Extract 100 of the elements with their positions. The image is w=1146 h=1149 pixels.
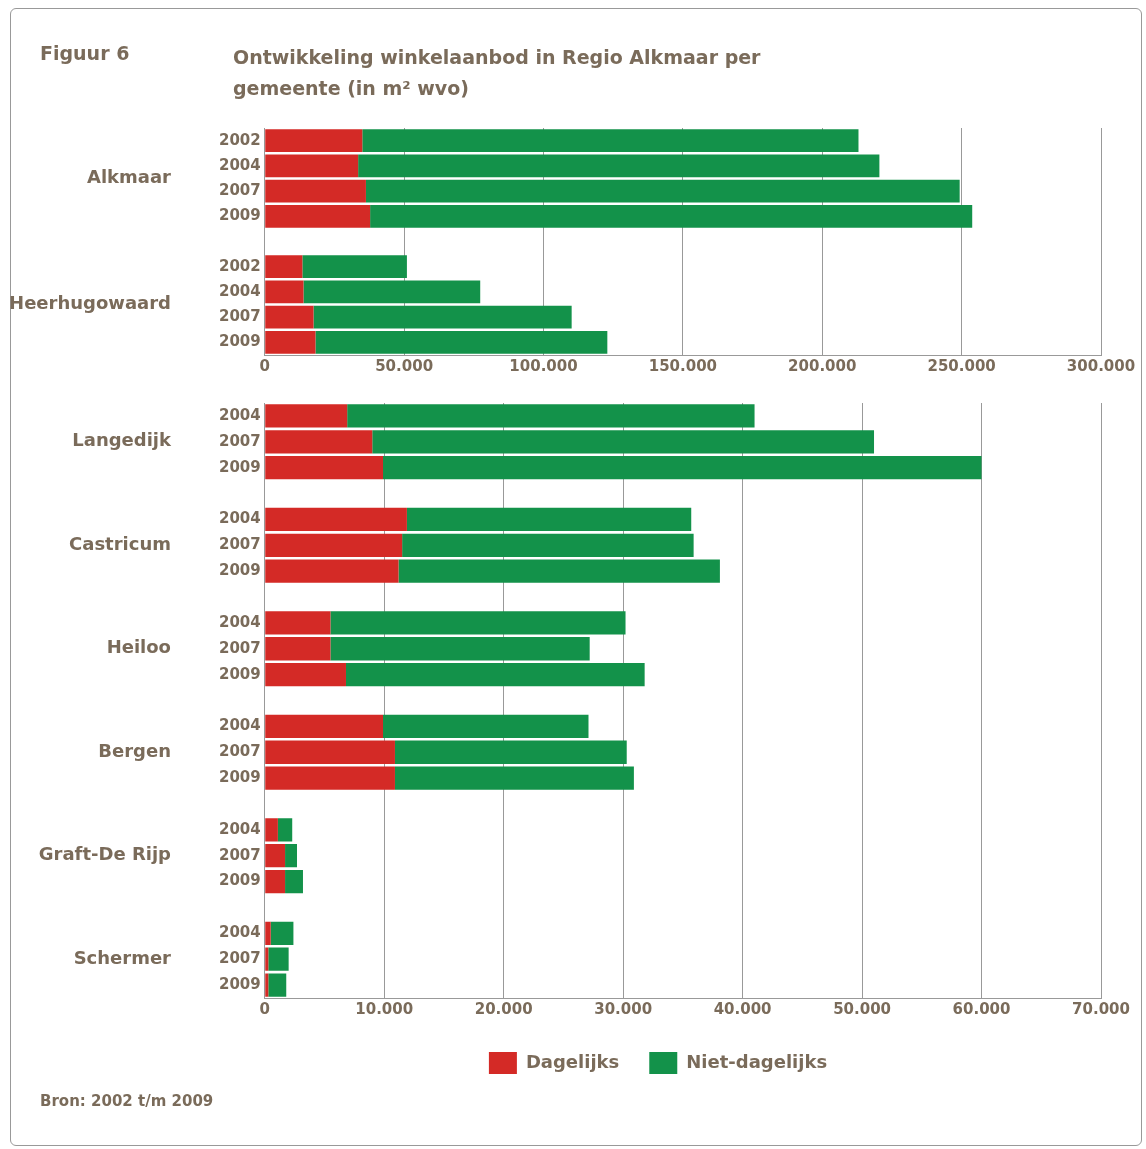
bar [265, 430, 373, 454]
y-tick-label: 2004 [219, 281, 261, 300]
x-tick-label: 0 [259, 356, 270, 375]
bar [383, 714, 589, 739]
bar [265, 818, 278, 842]
y-tick-label: 2004 [219, 819, 261, 838]
legend-label: Dagelijks [525, 1050, 620, 1072]
bar [362, 129, 859, 152]
y-tick-label: 2009 [219, 206, 261, 225]
bar [265, 305, 314, 329]
text: Schermer [73, 946, 172, 968]
bar [406, 507, 692, 532]
x-tick-label: 300.000 [1066, 356, 1136, 375]
text: Langedijk [72, 429, 173, 451]
bar [265, 714, 384, 739]
text: Bron: 2002 t/m 2009 [40, 1092, 214, 1110]
y-tick-label: 2009 [219, 332, 261, 351]
bar [285, 844, 297, 868]
text: Bergen [98, 739, 171, 761]
x-tick-label: 30.000 [594, 999, 653, 1018]
bar [265, 611, 331, 635]
y-tick-label: 2004 [219, 923, 261, 942]
x-tick-label: 200.000 [788, 356, 857, 375]
x-tick-label: 50.000 [375, 356, 434, 375]
bar [277, 818, 293, 842]
bar [265, 507, 407, 532]
y-tick-label: 2004 [219, 155, 261, 174]
y-tick-label: 2009 [219, 768, 261, 786]
bar [347, 404, 755, 428]
bar [265, 921, 271, 945]
bar [345, 662, 645, 687]
bar [365, 179, 960, 203]
bar [402, 533, 694, 557]
bar [265, 129, 363, 152]
bar [303, 280, 481, 304]
bar [265, 255, 303, 279]
y-tick-label: 2007 [219, 180, 261, 199]
y-tick-label: 2009 [219, 974, 261, 993]
y-tick-label: 2007 [219, 535, 261, 554]
bar [265, 637, 331, 661]
x-tick-label: 20.000 [474, 999, 533, 1018]
bar [315, 331, 608, 354]
bar [265, 559, 399, 583]
y-tick-label: 2009 [219, 871, 261, 890]
y-tick-label: 2007 [219, 949, 261, 968]
bar [265, 331, 316, 354]
bar [313, 305, 572, 329]
y-tick-label: 2007 [219, 845, 261, 864]
y-tick-label: 2009 [219, 561, 261, 580]
x-tick-label: 150.000 [648, 356, 718, 375]
x-tick-label: 100.000 [509, 356, 578, 375]
text: Castricum [69, 532, 171, 554]
bar [383, 456, 982, 480]
bar [265, 662, 346, 687]
x-tick-label: 0 [259, 999, 270, 1018]
bar [394, 766, 634, 790]
x-tick-label: 40.000 [713, 999, 772, 1018]
text: Alkmaar [87, 166, 172, 188]
bar [330, 611, 626, 635]
bar [265, 533, 403, 557]
bar [265, 740, 395, 764]
bar [370, 204, 973, 228]
y-tick-label: 2004 [219, 509, 261, 528]
bar [268, 973, 287, 997]
x-tick-label: 50.000 [833, 999, 892, 1018]
y-tick-label: 2002 [219, 130, 261, 149]
bar [265, 154, 359, 178]
bar [372, 430, 875, 454]
bar [265, 179, 366, 203]
y-tick-label: 2004 [219, 405, 261, 424]
bar [265, 844, 286, 868]
text: Figuur 6 [40, 42, 131, 64]
y-tick-label: 2009 [219, 664, 261, 683]
text: Heiloo [106, 636, 171, 658]
y-tick-label: 2009 [219, 457, 261, 476]
bar [265, 766, 395, 790]
legend-label: Niet-dagelijks [686, 1050, 828, 1072]
bar [270, 921, 294, 945]
x-tick-label: 250.000 [927, 356, 996, 375]
x-tick-label: 70.000 [1072, 999, 1130, 1018]
y-tick-label: 2007 [219, 431, 261, 450]
bar [265, 204, 371, 228]
y-tick-label: 2007 [219, 638, 261, 657]
bar [302, 255, 407, 279]
bar [265, 456, 384, 480]
bar [394, 740, 627, 764]
text: Graft-De Rijp [38, 843, 172, 865]
bar [265, 280, 304, 304]
bar [265, 973, 269, 997]
bar [268, 947, 289, 971]
y-tick-label: 2007 [219, 307, 261, 326]
bar [358, 154, 880, 178]
x-tick-label: 60.000 [952, 999, 1011, 1018]
bar [398, 559, 720, 583]
x-tick-label: 10.000 [355, 999, 414, 1018]
bar [285, 869, 303, 894]
y-tick-label: 2004 [219, 716, 261, 735]
bar [265, 947, 269, 971]
bar [265, 869, 286, 894]
bar [330, 637, 590, 661]
